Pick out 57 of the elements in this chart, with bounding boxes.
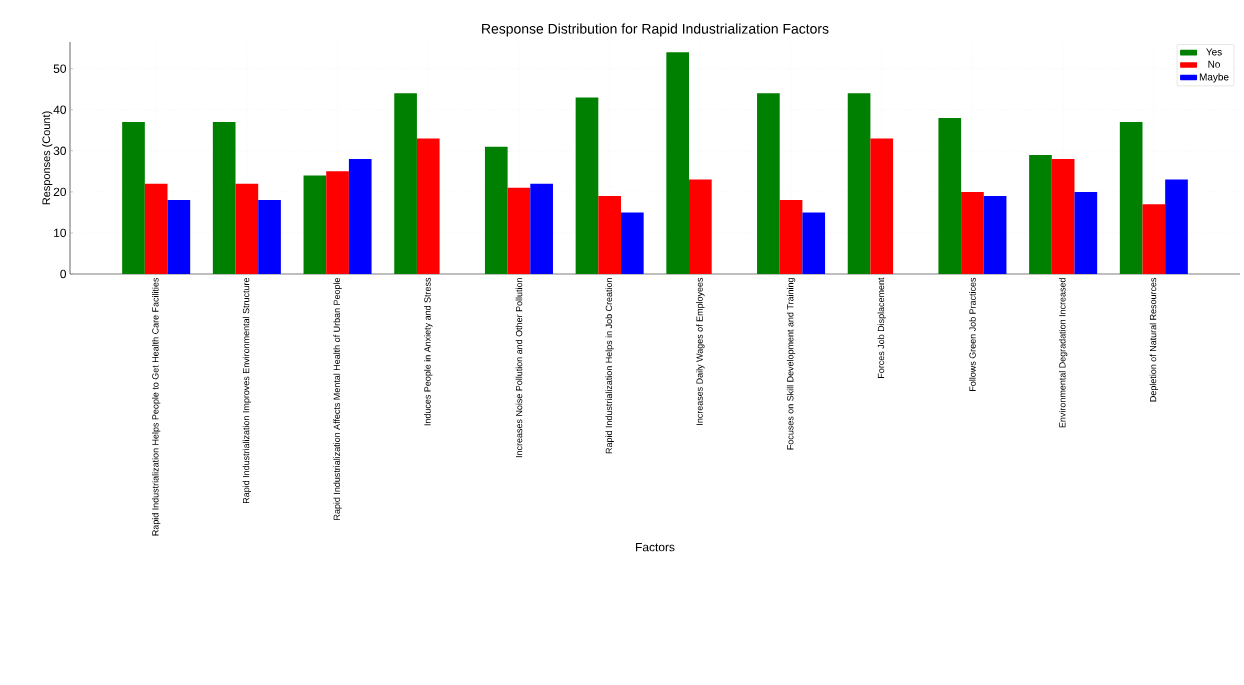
bar: [394, 93, 417, 274]
x-tick-label: Rapid Industrialization Helps People to Get Health Care Facilities: [151, 277, 161, 536]
bar: [666, 52, 690, 274]
x-tick-label: Increases Noise Pollution and Other Pollution: [515, 278, 523, 458]
y-axis-title: Responses (Count): [42, 111, 53, 205]
bar: [938, 117, 962, 274]
legend-label: No: [1208, 60, 1220, 68]
bar: [530, 183, 553, 274]
legend-label: Yes: [1206, 48, 1222, 56]
bar: [212, 122, 236, 274]
x-tick-label: Environmental Degradation Increased: [1058, 278, 1068, 428]
bar: [779, 200, 803, 274]
y-tick-label: 50: [53, 64, 67, 73]
bar: [575, 97, 599, 274]
x-tick-label: Follows Green Job Practices: [969, 277, 976, 391]
bar: [484, 146, 508, 274]
y-tick-label: 10: [54, 228, 67, 238]
bar: [983, 195, 1007, 274]
bar: [598, 195, 621, 274]
bar: [303, 175, 327, 274]
bar: [348, 159, 372, 274]
bar: [1142, 204, 1166, 274]
bar: [1029, 154, 1052, 274]
bar: [122, 122, 145, 274]
x-tick-label: Focuses on Skill Development and Training: [786, 278, 796, 450]
bar: [802, 212, 826, 274]
y-tick-label: 20: [53, 187, 67, 197]
bar: [167, 200, 191, 274]
bar: [1051, 159, 1075, 274]
bar: [235, 183, 259, 274]
x-tick-label: Rapid Industrialization Affects Mental Health of Urban People: [333, 277, 342, 520]
bar: [847, 93, 871, 274]
y-tick-label: 0: [60, 269, 67, 279]
bar: [689, 179, 712, 274]
bar: [1165, 179, 1188, 274]
bar: [507, 187, 531, 274]
bar: [961, 191, 984, 274]
bar: [258, 200, 281, 274]
x-tick-label: Forces Job Displacement: [877, 277, 886, 378]
bar: [326, 171, 349, 274]
x-tick-label: Rapid Industrialization Improves Environmental Structure: [242, 277, 252, 504]
x-tick-label: Increases Daily Wages of Employees: [696, 277, 705, 425]
bar: [144, 183, 168, 274]
bar: [870, 138, 894, 274]
bar: [1074, 191, 1098, 274]
chart-title: Response Distribution for Rapid Industrialization Factors: [482, 23, 829, 37]
bar: [416, 138, 440, 274]
y-tick-label: 40: [53, 105, 67, 114]
y-tick-label: 30: [53, 146, 67, 156]
x-tick-label: Rapid Industrialization Helps in Job Creation: [605, 278, 614, 454]
bar: [620, 212, 644, 274]
legend-label: Maybe: [1199, 73, 1229, 83]
bar: [757, 93, 780, 274]
x-axis-title: Factors: [636, 543, 675, 552]
x-tick-label: Depletion of Natural Resources: [1149, 277, 1159, 402]
x-tick-label: Induces People in Anxiety and Stress: [424, 277, 433, 426]
bar: [1119, 122, 1143, 274]
